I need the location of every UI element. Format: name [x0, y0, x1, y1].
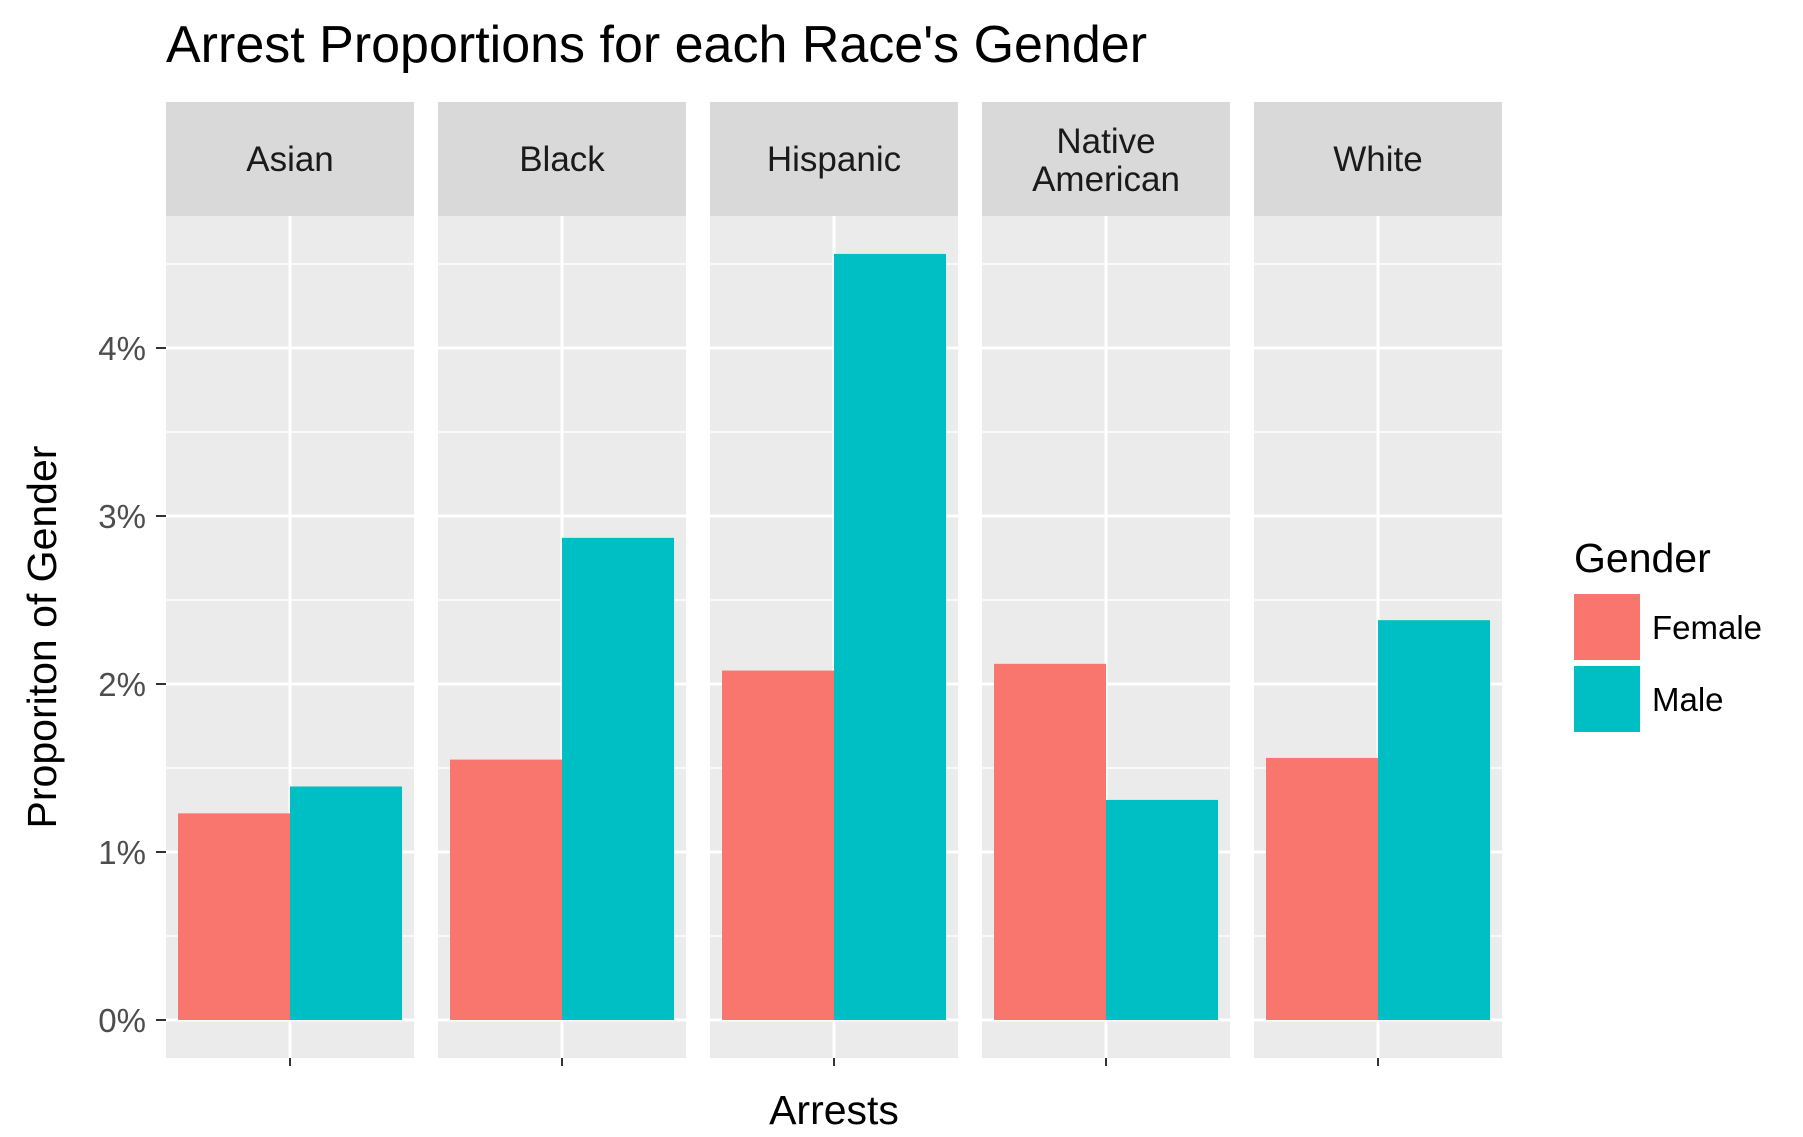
facet-panels: Asian Black Hispanic Native American White: [166, 102, 1502, 1066]
x-axis-title: Arrests: [769, 1087, 899, 1133]
bar-male-native-american: [1106, 799, 1218, 1020]
facet-panel-asian: Asian: [166, 102, 414, 1066]
legend-key-female: [1574, 594, 1640, 660]
legend: Gender Female Male: [1574, 535, 1762, 732]
facet-panel-black: Black: [438, 102, 686, 1066]
bar-female-native-american: [994, 663, 1106, 1020]
facet-strip: [710, 102, 958, 216]
facet-panel-white: White: [1254, 102, 1502, 1066]
facet-strip: [982, 102, 1230, 216]
facet-strip: [1254, 102, 1502, 216]
legend-title: Gender: [1574, 535, 1711, 581]
bar-male-hispanic: [834, 253, 946, 1021]
legend-label-female: Female: [1652, 609, 1762, 646]
bar-male-white: [1378, 620, 1490, 1020]
facet-label: Asian: [246, 140, 334, 179]
legend-key-male: [1574, 666, 1640, 732]
facet-label: Hispanic: [767, 140, 901, 179]
bar-male-black: [562, 537, 674, 1020]
y-tick-label: 3%: [98, 498, 146, 535]
bar-male-asian: [290, 786, 402, 1020]
y-tick-label: 2%: [98, 666, 146, 703]
facet-panel-hispanic: Hispanic: [710, 102, 958, 1066]
bar-female-asian: [178, 813, 290, 1020]
y-axis-title: Proporiton of Gender: [19, 446, 65, 829]
chart-title: Arrest Proportions for each Race's Gende…: [166, 16, 1147, 74]
facet-strip: [438, 102, 686, 216]
facet-label: Black: [519, 140, 605, 179]
y-axis: 0% 1% 2% 3% 4%: [98, 330, 166, 1039]
bar-female-black: [450, 759, 562, 1020]
facet-label: White: [1333, 140, 1422, 179]
facet-panel-native-american: Native American: [982, 102, 1230, 1066]
bar-female-white: [1266, 757, 1378, 1020]
y-tick-label: 0%: [98, 1002, 146, 1039]
facet-label-line: Native: [1056, 122, 1155, 161]
facet-strip: [166, 102, 414, 216]
y-tick-label: 4%: [98, 330, 146, 367]
y-tick-label: 1%: [98, 834, 146, 871]
legend-label-male: Male: [1652, 681, 1724, 718]
facet-label-line: American: [1032, 160, 1180, 199]
bar-female-hispanic: [722, 670, 834, 1020]
facet-label: Native American: [1032, 122, 1180, 199]
